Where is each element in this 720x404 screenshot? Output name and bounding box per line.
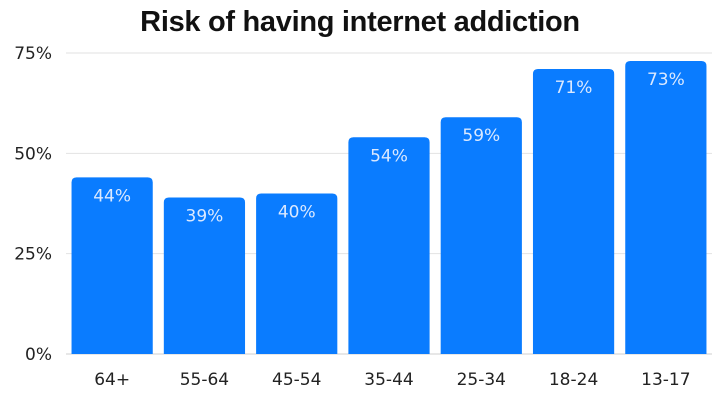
chart-title: Risk of having internet addiction	[140, 6, 580, 38]
bar	[348, 137, 430, 354]
y-tick-label: 50%	[14, 144, 52, 164]
data-label: 54%	[370, 146, 408, 166]
bar	[256, 193, 338, 354]
data-label: 73%	[647, 70, 685, 90]
x-tick-label: 25-34	[457, 370, 506, 390]
y-tick-label: 0%	[25, 345, 52, 365]
data-label: 59%	[462, 126, 500, 146]
bar	[163, 197, 246, 354]
x-tick-label: 35-44	[364, 370, 413, 390]
x-tick-label: 13-17	[641, 370, 690, 390]
data-label: 39%	[186, 206, 224, 226]
x-tick-label: 55-64	[180, 370, 229, 390]
bars: 44% 39% 40% 54% 59% 71% 73%	[71, 61, 707, 354]
bar	[440, 117, 522, 354]
x-tick-label: 45-54	[272, 370, 321, 390]
y-axis-ticks: 0% 25% 50% 75%	[14, 44, 52, 365]
x-tick-label: 64+	[94, 370, 130, 390]
bar	[625, 61, 707, 354]
data-label: 40%	[278, 202, 316, 222]
bar	[71, 177, 153, 354]
x-tick-label: 18-24	[549, 370, 598, 390]
x-axis-ticks: 64+ 55-64 45-54 35-44 25-34 18-24 13-17	[94, 370, 690, 390]
data-label: 44%	[93, 186, 131, 206]
y-tick-label: 75%	[14, 44, 52, 64]
bar	[532, 69, 615, 354]
data-label: 71%	[555, 78, 593, 98]
y-tick-label: 25%	[14, 245, 52, 265]
